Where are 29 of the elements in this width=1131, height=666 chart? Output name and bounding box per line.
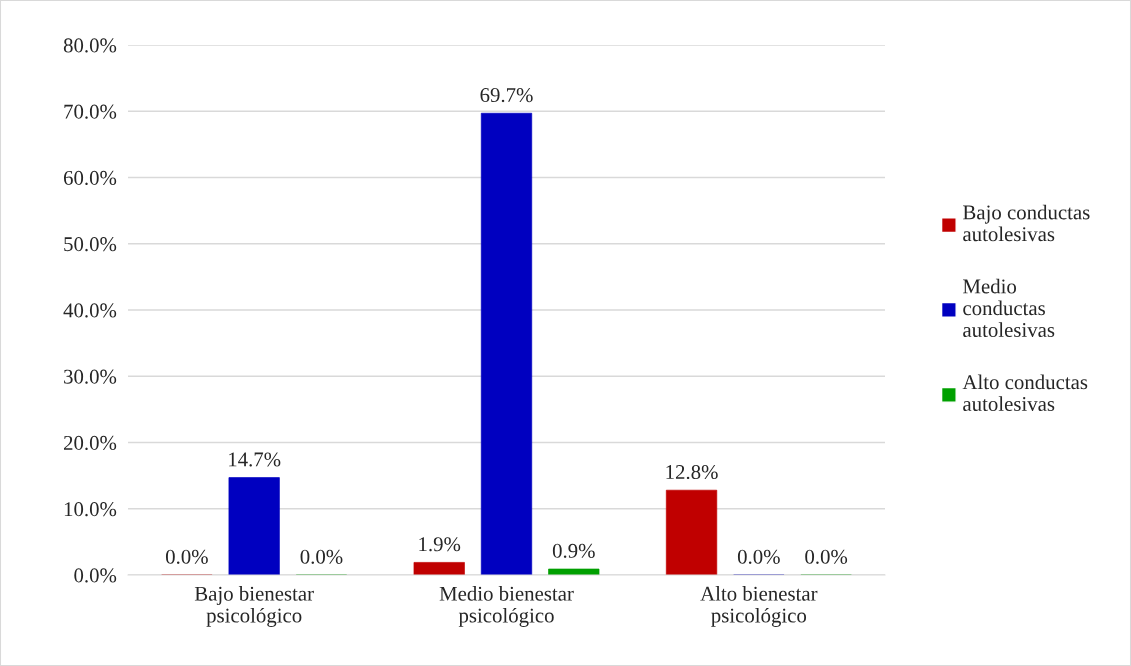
x-tick-label: Bajo bienestar psicológico xyxy=(194,586,314,627)
data-label: 0.9% xyxy=(552,543,595,558)
legend-label: Bajo conductas autolesivas xyxy=(963,204,1090,242)
data-label: 0.0% xyxy=(300,549,343,564)
bar xyxy=(413,562,465,575)
legend-label: Medio conductas autolesivas xyxy=(963,278,1055,337)
y-tick-label: 40.0% xyxy=(63,303,117,318)
y-tick-label: 10.0% xyxy=(64,502,117,517)
y-tick-label: 0.0% xyxy=(74,568,117,583)
y-tick-label: 70.0% xyxy=(64,104,117,119)
data-label: 0.0% xyxy=(737,549,780,564)
y-tick-label: 50.0% xyxy=(64,237,117,252)
bar xyxy=(480,112,533,575)
data-label: 69.7% xyxy=(480,88,533,103)
data-label: 0.0% xyxy=(805,549,848,564)
data-label: 0.0% xyxy=(165,549,208,564)
data-label: 12.8% xyxy=(666,464,718,480)
data-label: 1.9% xyxy=(419,537,461,552)
bar xyxy=(228,477,280,575)
y-tick-label: 20.0% xyxy=(63,435,117,451)
data-label: 14.7% xyxy=(229,452,281,467)
x-tick-label: Medio bienestar psicológico xyxy=(439,586,574,627)
legend-label: Alto conductas autolesivas xyxy=(962,374,1088,412)
y-tick-label: 80.0% xyxy=(63,38,117,53)
x-tick-label: Alto bienestar psicológico xyxy=(700,586,818,627)
bar xyxy=(548,568,600,575)
bar xyxy=(665,489,718,575)
y-tick-label: 30.0% xyxy=(64,369,117,384)
y-tick-label: 60.0% xyxy=(63,170,117,186)
